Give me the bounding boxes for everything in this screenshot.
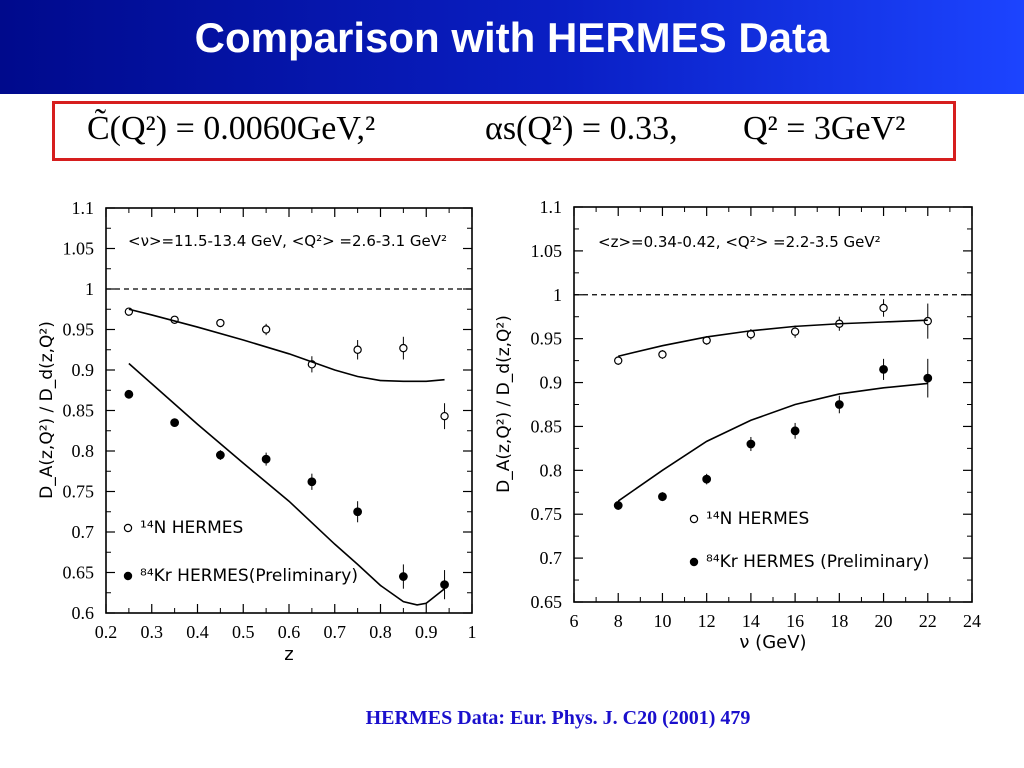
data-point-krypton xyxy=(923,373,933,383)
y-axis-label: D_A(z,Q²) / D_d(z,Q²) xyxy=(37,321,57,499)
x-tick-label: 22 xyxy=(919,611,937,631)
x-tick-label: 8 xyxy=(614,611,623,631)
source-citation: HERMES Data: Eur. Phys. J. C20 (2001) 47… xyxy=(365,707,751,729)
data-point-nitrogen xyxy=(879,303,888,313)
y-tick-label: 0.65 xyxy=(63,563,95,583)
y-tick-label: 0.75 xyxy=(63,482,95,502)
x-tick-label: 0.7 xyxy=(324,622,347,642)
data-point-krypton xyxy=(124,389,134,399)
x-tick-label: 1 xyxy=(468,622,477,642)
data-point-nitrogen xyxy=(399,343,408,353)
data-point-krypton xyxy=(440,580,449,590)
data-point-krypton xyxy=(261,454,271,464)
data-point-nitrogen xyxy=(614,356,623,365)
plot-frame xyxy=(105,207,473,614)
formula-alpha-s: αs(Q²) = 0.33, xyxy=(485,110,678,147)
x-axis-label: ν (GeV) xyxy=(739,632,806,653)
data-point-krypton xyxy=(834,400,844,409)
chart-panel-2: 6 8 10 12 14 16 18 20 22 24 0.65 0.7 0.75 0.8 0.85 0.9 0… xyxy=(494,197,981,653)
slide-title: Comparison with HERMES Data xyxy=(194,14,830,61)
data-point-nitrogen xyxy=(353,345,362,354)
x-tick-label: 0.5 xyxy=(232,622,255,642)
y-tick-label: 0.75 xyxy=(531,504,563,524)
data-point-krypton xyxy=(790,426,800,436)
chart-annotation: <z>=0.34-0.42, <Q²> =2.2-3.5 GeV² xyxy=(598,233,881,251)
y-tick-label: 0.95 xyxy=(63,320,95,340)
y-tick-label: 1 xyxy=(553,285,562,305)
data-point-krypton xyxy=(353,507,363,517)
y-tick-label: 1.05 xyxy=(531,241,563,261)
y-tick-label: 0.65 xyxy=(531,592,563,612)
legend-marker xyxy=(123,523,133,533)
y-tick-label: 0.9 xyxy=(72,360,95,380)
data-point-nitrogen xyxy=(261,325,271,334)
theory-curve xyxy=(617,382,928,502)
y-tick-label: 0.85 xyxy=(63,401,95,421)
x-tick-label: 10 xyxy=(653,611,671,631)
legend-label: ⁸⁴Kr HERMES(Preliminary) xyxy=(140,566,358,586)
theory-curve xyxy=(618,319,928,358)
data-point-krypton xyxy=(702,474,712,484)
data-point-krypton xyxy=(746,439,756,449)
y-tick-label: 0.7 xyxy=(72,522,95,542)
x-tick-label: 0.8 xyxy=(369,622,392,642)
y-tick-label: 0.6 xyxy=(72,603,95,623)
formula-q-squared: Q² = 3GeV² xyxy=(743,110,906,147)
x-tick-label: 0.4 xyxy=(186,622,209,642)
y-axis-label: D_A(z,Q²) / D_d(z,Q²) xyxy=(494,315,514,493)
chart-annotation: <ν>=11.5-13.4 GeV, <Q²> =2.6-3.1 GeV² xyxy=(128,232,447,250)
x-tick-label: 0.2 xyxy=(95,622,118,642)
x-tick-label: 6 xyxy=(570,611,579,631)
data-point-krypton xyxy=(170,418,180,428)
data-point-krypton xyxy=(307,477,317,487)
data-point-krypton xyxy=(879,364,888,374)
legend-label: ¹⁴N HERMES xyxy=(706,509,809,529)
data-point-nitrogen xyxy=(440,411,449,421)
y-tick-label: 0.95 xyxy=(531,329,563,349)
title-bar: Comparison with HERMES Data xyxy=(0,0,1024,94)
legend-label: ⁸⁴Kr HERMES (Preliminary) xyxy=(706,552,929,572)
y-tick-label: 0.85 xyxy=(531,416,563,436)
y-tick-label: 0.7 xyxy=(540,548,563,568)
data-point-krypton xyxy=(613,501,623,510)
legend-marker xyxy=(689,514,699,524)
x-tick-label: 14 xyxy=(742,611,760,631)
data-point-krypton xyxy=(658,492,667,502)
x-axis-label: z xyxy=(284,644,293,665)
x-tick-label: 0.6 xyxy=(278,622,301,642)
data-point-nitrogen xyxy=(790,327,800,336)
legend-marker xyxy=(123,571,133,581)
formula-c-value: C̃(Q²) = 0.0060GeV,² xyxy=(87,110,376,147)
data-point-krypton xyxy=(398,572,408,581)
y-tick-label: 0.8 xyxy=(540,460,563,480)
y-tick-label: 1.1 xyxy=(72,198,95,218)
x-tick-label: 18 xyxy=(830,611,848,631)
x-tick-label: 20 xyxy=(875,611,893,631)
x-tick-label: 12 xyxy=(698,611,716,631)
plot-frame xyxy=(573,206,973,603)
y-tick-label: 0.8 xyxy=(72,441,95,461)
x-tick-label: 0.3 xyxy=(141,622,164,642)
theory-curve xyxy=(128,362,446,606)
y-tick-label: 0.9 xyxy=(540,373,563,393)
formula-box: C̃(Q²) = 0.0060GeV,² αs(Q²) = 0.33, Q² =… xyxy=(52,101,956,161)
x-tick-label: 24 xyxy=(963,611,981,631)
data-point-nitrogen xyxy=(216,318,225,328)
y-tick-label: 1 xyxy=(85,279,94,299)
y-tick-label: 1.1 xyxy=(540,197,563,217)
x-tick-label: 0.9 xyxy=(415,622,438,642)
data-point-krypton xyxy=(215,450,225,460)
data-point-nitrogen xyxy=(658,350,667,359)
chart-panel-1: 0.2 0.3 0.4 0.5 0.6 0.7 0.8 0.9 1 0.6 0.65 0.7 0.75 0… xyxy=(37,198,477,665)
y-tick-label: 1.05 xyxy=(63,239,95,259)
x-tick-label: 16 xyxy=(786,611,804,631)
theory-curve xyxy=(128,308,445,383)
legend-label: ¹⁴N HERMES xyxy=(140,518,243,538)
legend-marker xyxy=(689,557,699,567)
